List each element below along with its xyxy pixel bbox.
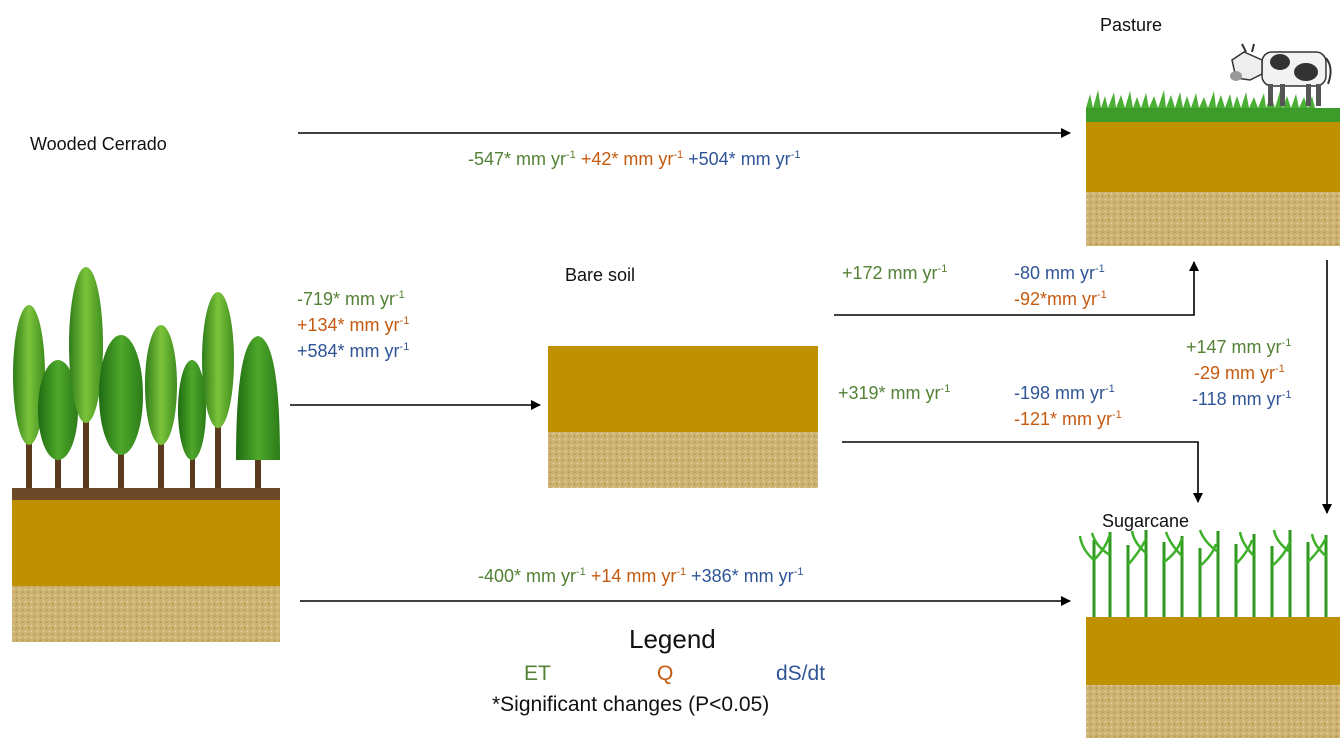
legend-note: *Significant changes (P<0.05)	[492, 693, 770, 716]
tree-icon	[178, 360, 206, 500]
tree-icon	[202, 292, 234, 500]
flow-cerrado-pasture: -547* mm yr-1 +42* mm yr-1 +504* mm yr-1	[468, 149, 801, 169]
et-value: -547* mm yr-1	[468, 149, 576, 169]
legend-title: Legend	[629, 624, 716, 654]
cerrado-trees	[12, 267, 280, 500]
tree-icon	[38, 360, 78, 500]
tree-icon	[69, 267, 103, 500]
sugarcane-label: Sugarcane	[1102, 511, 1190, 531]
legend-q: Q	[657, 662, 674, 685]
bare-soil-label: Bare soil	[565, 265, 636, 285]
tree-icon	[236, 336, 280, 500]
ds-value: -118 mm yr-1	[1192, 389, 1292, 409]
grass-icon	[1086, 90, 1340, 122]
q-value: +42* mm yr-1	[580, 149, 684, 169]
et-value: +319* mm yr-1	[838, 383, 951, 403]
tree-icon	[13, 305, 45, 500]
q-value: +134* mm yr-1	[297, 315, 410, 335]
ds-value: -198 mm yr-1	[1014, 383, 1115, 403]
bare-soil-block	[548, 346, 818, 488]
sugarcane-illustration	[1078, 529, 1340, 738]
legend-ds: dS/dt	[776, 662, 826, 685]
tree-icon	[99, 335, 143, 500]
legend-et: ET	[524, 662, 551, 685]
et-value: -719* mm yr-1	[297, 289, 405, 309]
et-value: -400* mm yr-1	[478, 566, 586, 586]
q-value: +14 mm yr-1	[590, 566, 687, 586]
arrow-bare-soil-to-sugarcane	[842, 441, 1203, 503]
sugarcane-icon	[1078, 529, 1328, 617]
ds-value: -80 mm yr-1	[1014, 263, 1105, 283]
et-value: +172 mm yr-1	[842, 263, 948, 283]
pasture-label: Pasture	[1100, 15, 1163, 35]
wooded-cerrado-label: Wooded Cerrado	[30, 134, 167, 154]
cerrado-soil-block	[12, 500, 280, 642]
arrow-bare-soil-to-pasture	[834, 261, 1199, 316]
flow-cerrado-sugarcane: -400* mm yr-1 +14 mm yr-1 +386* mm yr-1	[478, 566, 804, 586]
ds-value: +584* mm yr-1	[297, 341, 410, 361]
q-value: -121* mm yr-1	[1014, 409, 1122, 429]
q-value: -92*mm yr-1	[1014, 289, 1107, 309]
q-value: -29 mm yr-1	[1194, 363, 1285, 383]
ds-value: +386* mm yr-1	[691, 566, 804, 586]
ds-value: +504* mm yr-1	[688, 149, 801, 169]
pasture-illustration	[1086, 43, 1340, 246]
et-value: +147 mm yr-1	[1186, 337, 1292, 357]
cow-icon	[1230, 43, 1332, 106]
tree-icon	[145, 325, 177, 500]
